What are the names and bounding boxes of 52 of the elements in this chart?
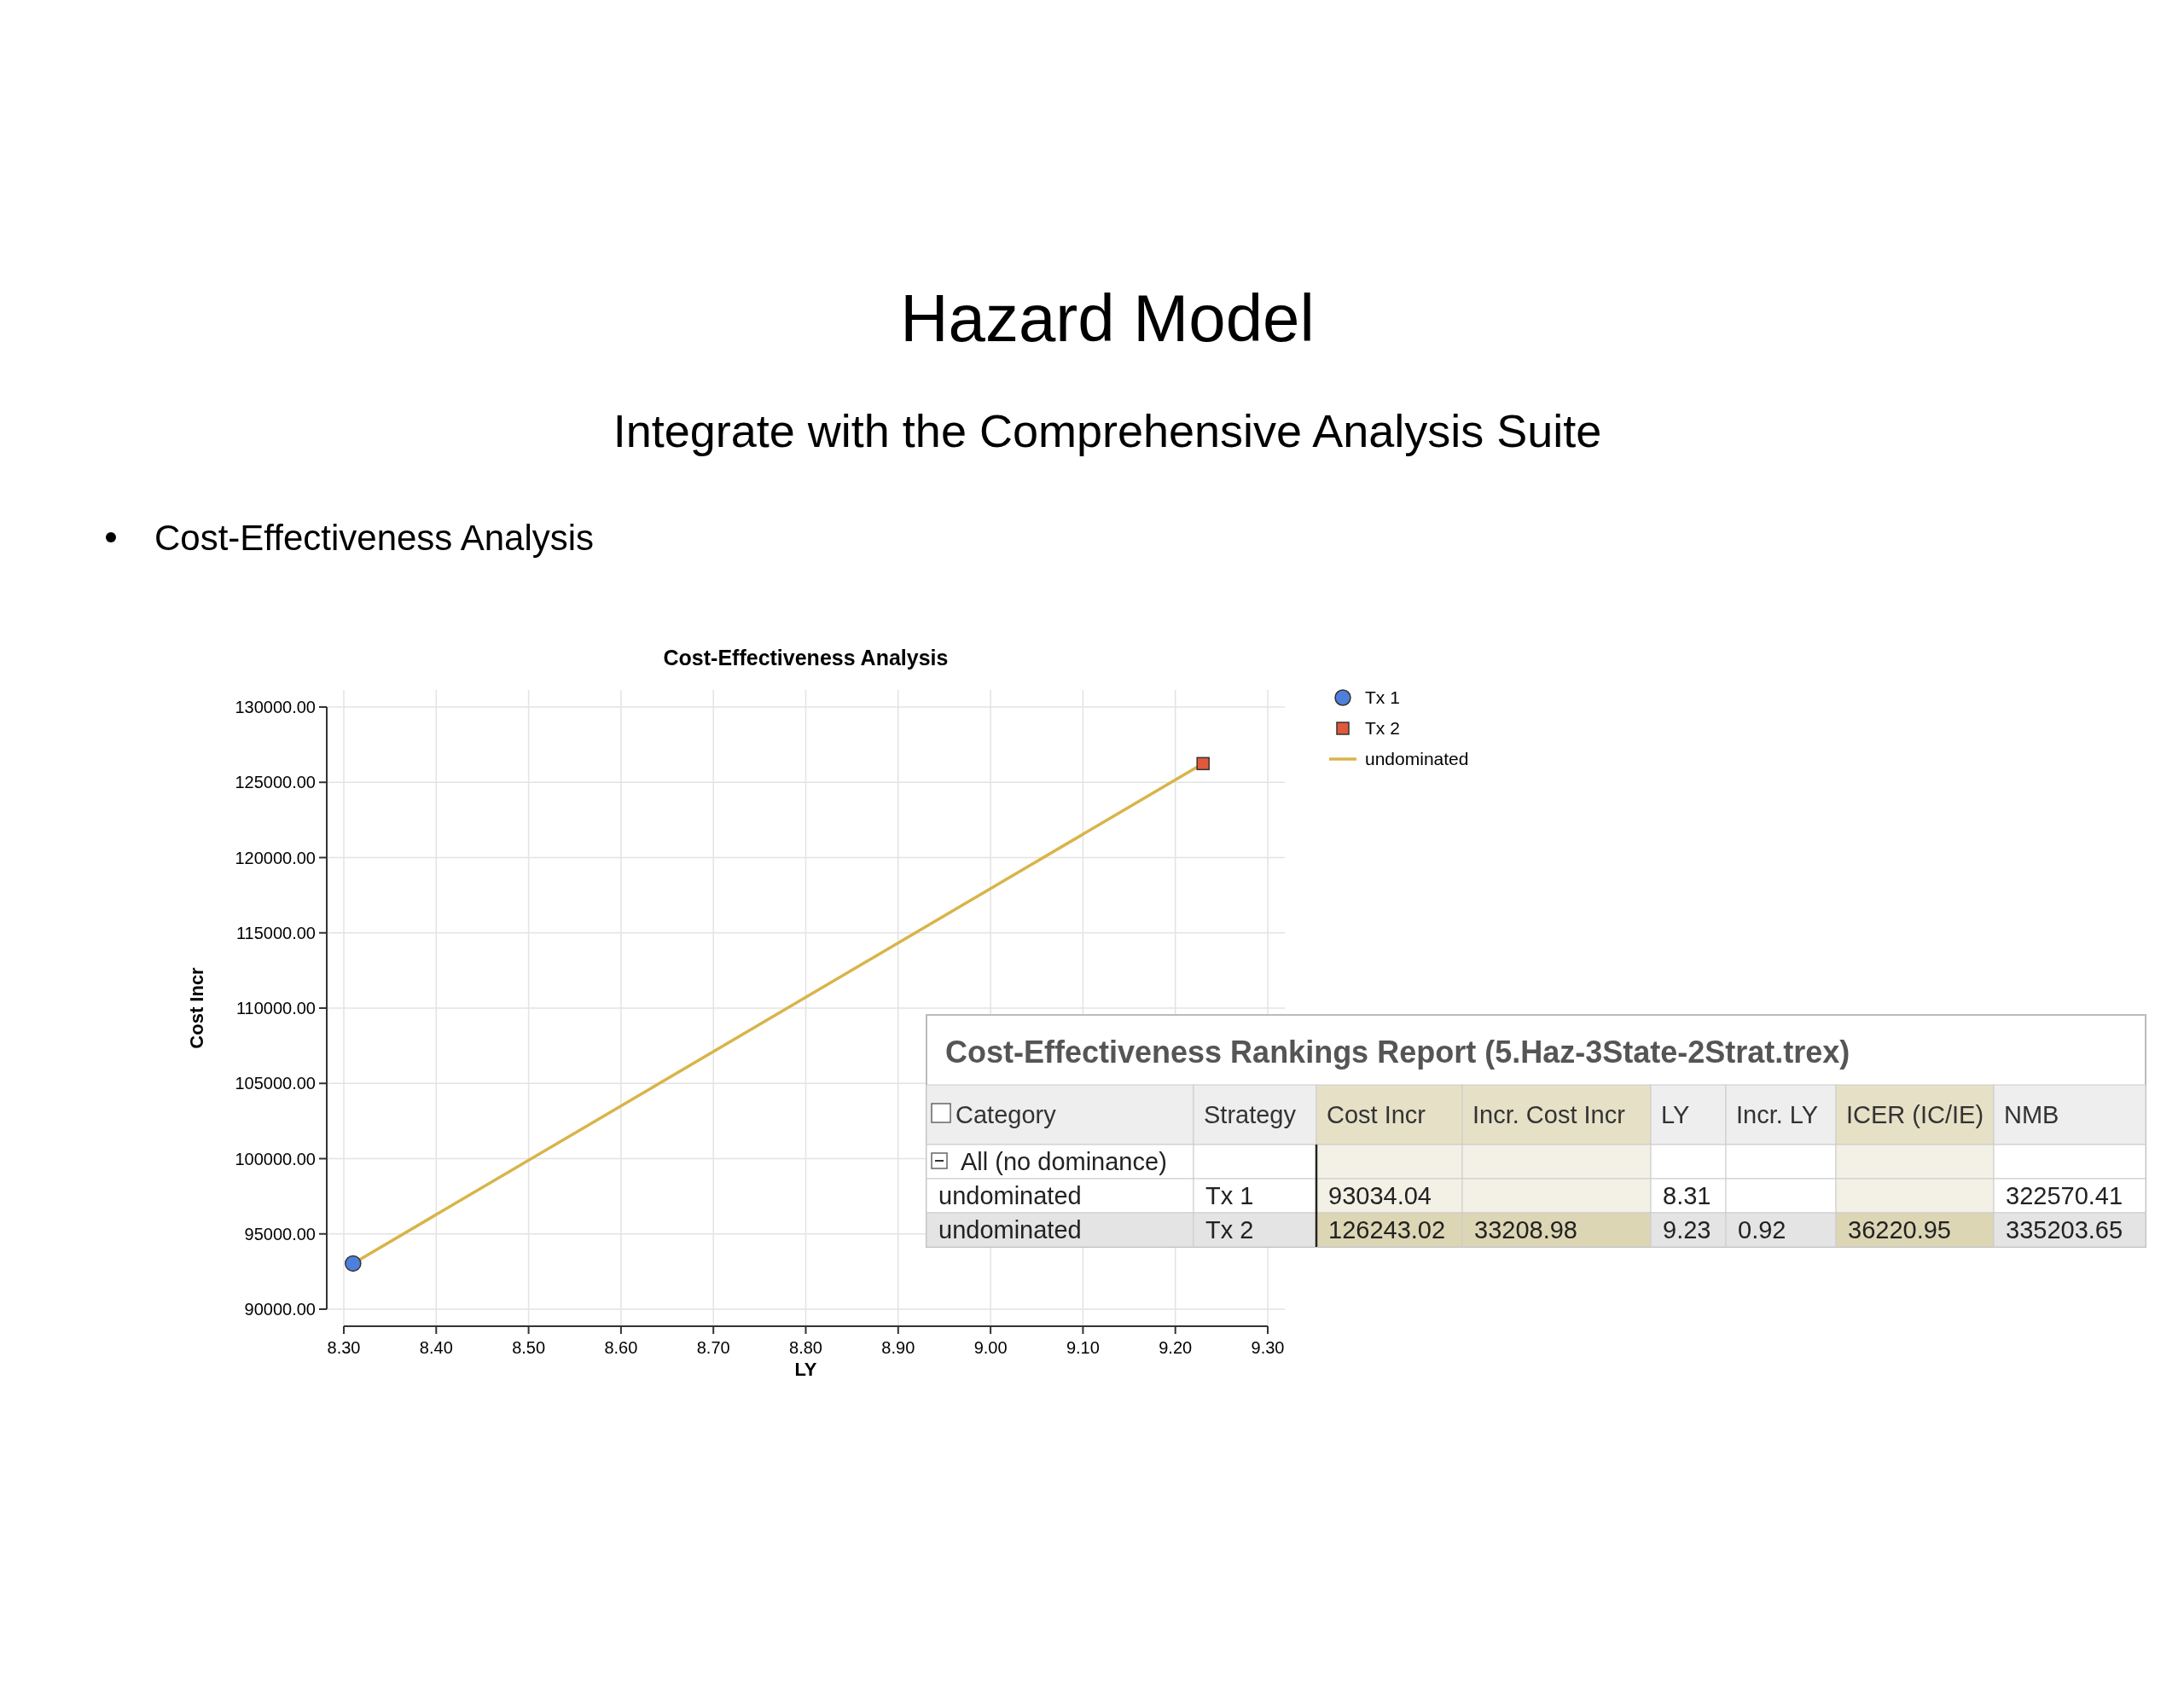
text: 8.31 [1663,1182,1711,1209]
x-tick-label: 8.40 [419,1338,453,1357]
category-label: Incr. LY [1736,1101,1819,1128]
text: Cost-Effectiveness Rankings Report (5.Haz-3State-2Strat.trex) [945,1035,1850,1070]
category-label: Incr. Cost Incr [1472,1101,1626,1128]
text: Tx 1 [1205,1182,1254,1209]
x-tick-label: 8.30 [327,1338,361,1357]
text: Hazard Model [900,281,1315,356]
category-label: Category [956,1101,1057,1128]
text: 36220.95 [1848,1216,1951,1244]
text: 126243.02 [1328,1216,1446,1244]
category-label: ICER (IC/IE) [1846,1101,1984,1128]
legend-label: undominated [1365,749,1469,768]
legend-label: Tx 1 [1365,687,1400,707]
y-tick-label: 120000.00 [235,848,316,867]
x-tick-label: 9.00 [973,1338,1008,1357]
x-tick-label: 8.60 [604,1338,638,1357]
text: undominated [938,1216,1082,1244]
text: 335203.65 [2006,1216,2123,1244]
text: Tx 2 [1205,1216,1254,1244]
y-tick-label: 95000.00 [244,1224,316,1244]
y-axis-title: Cost Incr [186,966,207,1049]
x-tick-label: 8.80 [789,1338,822,1357]
text: undominated [938,1182,1082,1209]
text: 0.92 [1738,1216,1786,1244]
x-tick-label: 8.70 [696,1338,730,1357]
category-label: Cost Incr [1327,1101,1426,1128]
x-tick-label: 9.30 [1251,1338,1285,1357]
text: Cost-Effectiveness Analysis [154,518,595,558]
y-tick-label: 105000.00 [235,1074,316,1093]
text: 9.23 [1663,1216,1711,1244]
x-axis-title: LY [794,1359,817,1380]
y-tick-label: 130000.00 [235,698,316,716]
x-tick-label: 8.50 [512,1338,546,1357]
x-tick-label: 9.10 [1066,1338,1100,1357]
text: 33208.98 [1474,1216,1577,1244]
y-tick-label: 110000.00 [235,999,316,1017]
category-label: NMB [2004,1101,2059,1128]
category-label: LY [1661,1101,1690,1128]
text: Integrate with the Comprehensive Analysis Suite [613,405,1602,456]
x-tick-label: 8.90 [881,1338,915,1357]
legend-label: Tx 2 [1365,718,1400,738]
text: 322570.41 [2006,1182,2123,1209]
y-tick-label: 90000.00 [244,1300,316,1319]
text: 93034.04 [1328,1182,1432,1209]
text: All (no dominance) [961,1148,1167,1175]
y-tick-label: 125000.00 [235,773,316,792]
category-label: Strategy [1204,1101,1297,1128]
y-tick-label: 115000.00 [235,923,316,942]
chart-title: Cost-Effectiveness Analysis [663,646,949,670]
x-tick-label: 9.20 [1159,1338,1193,1357]
y-tick-label: 100000.00 [235,1149,316,1168]
